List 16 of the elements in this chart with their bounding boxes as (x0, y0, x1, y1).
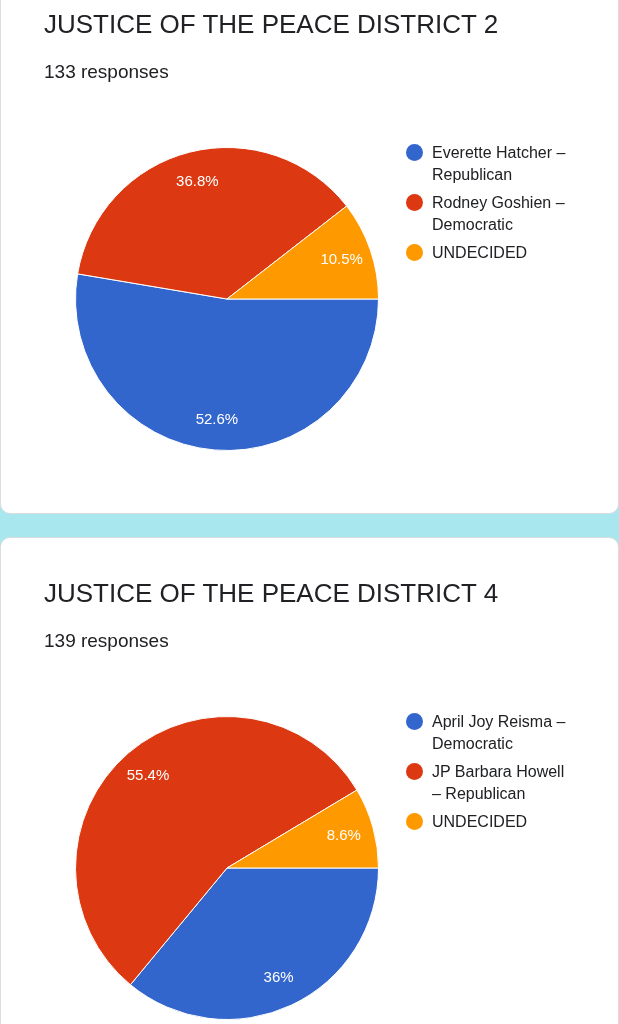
data-label: 36.8% (176, 171, 219, 189)
legend-label: UNDECIDED (431, 243, 529, 263)
data-label: 8.6% (326, 825, 361, 843)
chart-title: JUSTICE OF THE PEACE DISTRICT 4 (44, 578, 499, 609)
data-label: 52.6% (195, 409, 239, 427)
legend-label: Everette Hatcher – Republican (431, 143, 567, 185)
data-label: 10.5% (320, 249, 363, 267)
chart-subtitle: 133 responses (44, 61, 169, 83)
legend-label: JP Barbara Howell – Republican (431, 762, 566, 804)
legend-label: April Joy Reisma – Democratic (431, 712, 567, 754)
chart-subtitle: 139 responses (44, 630, 169, 652)
legend-label: UNDECIDED (431, 812, 529, 832)
data-label: 55.4% (126, 766, 170, 784)
legend-label: Rodney Goshien – Democratic (431, 193, 566, 235)
chart-title: JUSTICE OF THE PEACE DISTRICT 2 (44, 9, 499, 40)
data-label: 36% (263, 967, 294, 985)
